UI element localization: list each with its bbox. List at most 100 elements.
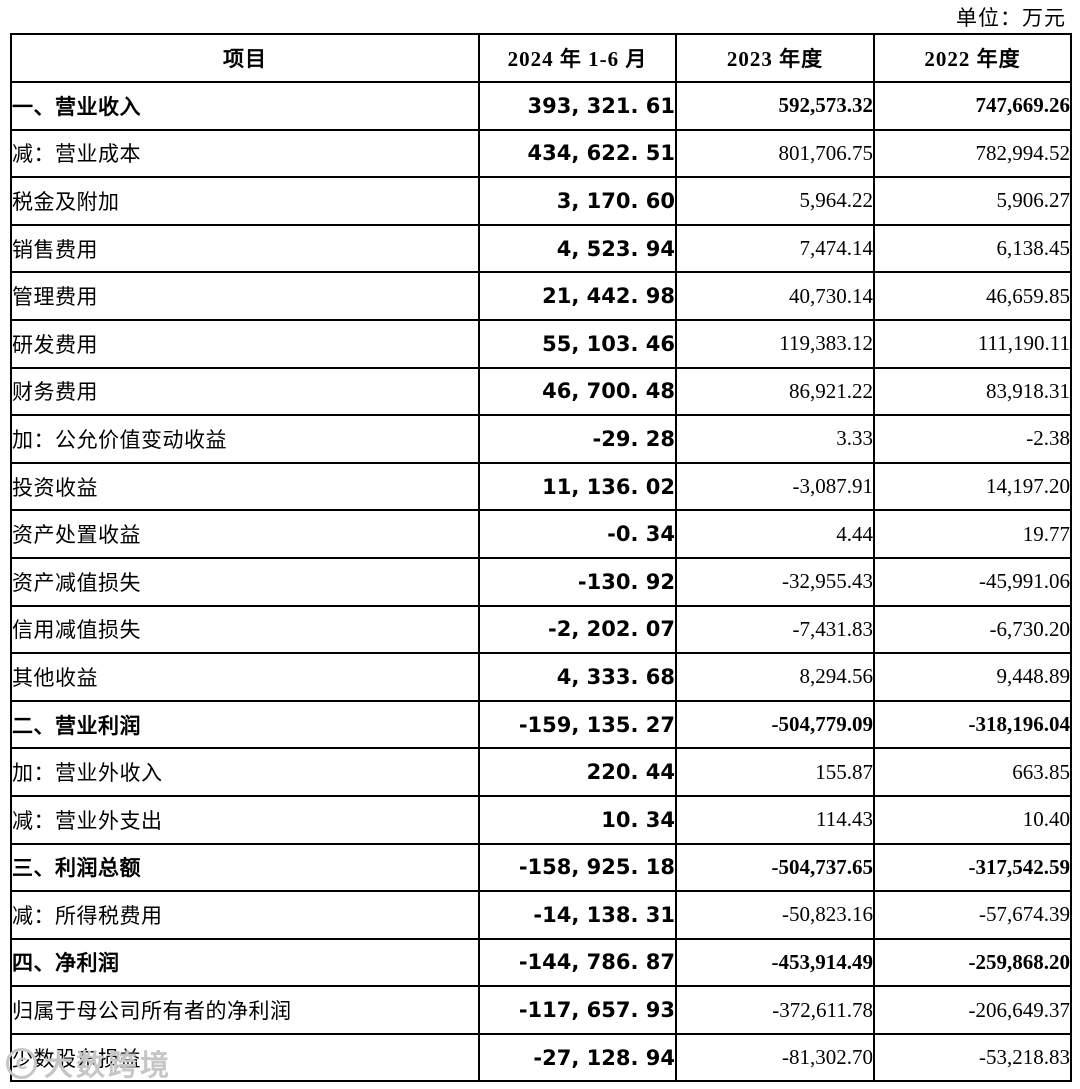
- header-item-column: 项目: [10, 33, 480, 83]
- row-value-2024: -117, 657. 93: [478, 985, 677, 1035]
- row-value-2022: 46,659.85: [873, 271, 1072, 321]
- row-value-2024: -158, 925. 18: [478, 842, 677, 893]
- row-value-2024: -130. 92: [478, 556, 677, 607]
- row-label: 加：营业外收入: [10, 747, 480, 797]
- row-value-2024: -14, 138. 31: [478, 890, 677, 940]
- row-label: 其他收益: [10, 652, 480, 702]
- row-value-2022: 9,448.89: [873, 652, 1072, 702]
- row-value-2022: -2.38: [873, 414, 1072, 464]
- row-value-2023: 3.33: [675, 414, 875, 464]
- row-value-2024: 3, 170. 60: [478, 176, 677, 226]
- row-label: 减：营业外支出: [10, 794, 480, 845]
- row-value-2023: 8,294.56: [675, 652, 875, 702]
- header-period-2024: 2024 年 1-6 月: [478, 33, 677, 83]
- row-value-2023: 4.44: [675, 509, 875, 559]
- table-row: 减：所得税费用 -14, 138. 31 -50,823.16 -57,674.…: [10, 890, 1072, 940]
- row-value-2023: 155.87: [675, 747, 875, 797]
- row-value-2024: -2, 202. 07: [478, 604, 677, 655]
- table-row: 投资收益 11, 136. 02 -3,087.91 14,197.20: [10, 461, 1072, 512]
- row-value-2024: 393, 321. 61: [478, 81, 677, 131]
- row-value-2023: 119,383.12: [675, 318, 875, 369]
- row-value-2022: 5,906.27: [873, 176, 1072, 226]
- row-value-2022: 19.77: [873, 509, 1072, 559]
- row-value-2023: -7,431.83: [675, 604, 875, 655]
- row-value-2022: -317,542.59: [873, 842, 1072, 893]
- row-value-2022: -259,868.20: [873, 937, 1072, 988]
- table-row: 研发费用 55, 103. 46 119,383.12 111,190.11: [10, 318, 1072, 369]
- row-value-2023: -453,914.49: [675, 937, 875, 988]
- row-value-2024: 220. 44: [478, 747, 677, 797]
- table-row: 减：营业外支出 10. 34 114.43 10.40: [10, 794, 1072, 845]
- income-statement-table: 项目 2024 年 1-6 月 2023 年度 2022 年度 一、营业收入 3…: [10, 33, 1072, 1083]
- row-value-2024: 4, 333. 68: [478, 652, 677, 702]
- row-label: 一、营业收入: [10, 81, 480, 131]
- row-label: 加：公允价值变动收益: [10, 414, 480, 464]
- table-row: 其他收益 4, 333. 68 8,294.56 9,448.89: [10, 652, 1072, 702]
- row-label: 四、净利润: [10, 937, 480, 988]
- row-value-2023: -504,779.09: [675, 699, 875, 750]
- row-value-2023: 801,706.75: [675, 128, 875, 179]
- row-label: 归属于母公司所有者的净利润: [10, 985, 480, 1035]
- row-value-2023: -372,611.78: [675, 985, 875, 1035]
- row-label: 少数股东损益: [10, 1032, 480, 1083]
- row-value-2022: 663.85: [873, 747, 1072, 797]
- row-label: 减：所得税费用: [10, 890, 480, 940]
- row-value-2023: 5,964.22: [675, 176, 875, 226]
- table-row: 加：公允价值变动收益 -29. 28 3.33 -2.38: [10, 414, 1072, 464]
- row-value-2024: 55, 103. 46: [478, 318, 677, 369]
- row-label: 财务费用: [10, 366, 480, 417]
- table-row: 一、营业收入 393, 321. 61 592,573.32 747,669.2…: [10, 81, 1072, 131]
- row-value-2022: 747,669.26: [873, 81, 1072, 131]
- row-value-2024: -144, 786. 87: [478, 937, 677, 988]
- row-value-2024: 11, 136. 02: [478, 461, 677, 512]
- row-value-2023: -81,302.70: [675, 1032, 875, 1083]
- row-label: 税金及附加: [10, 176, 480, 226]
- row-value-2023: 592,573.32: [675, 81, 875, 131]
- row-value-2022: -53,218.83: [873, 1032, 1072, 1083]
- header-period-2023: 2023 年度: [675, 33, 875, 83]
- row-label: 投资收益: [10, 461, 480, 512]
- row-value-2022: 83,918.31: [873, 366, 1072, 417]
- row-value-2024: 4, 523. 94: [478, 223, 677, 274]
- row-value-2022: -6,730.20: [873, 604, 1072, 655]
- row-value-2022: 782,994.52: [873, 128, 1072, 179]
- table-row: 二、营业利润 -159, 135. 27 -504,779.09 -318,19…: [10, 699, 1072, 750]
- row-value-2024: 46, 700. 48: [478, 366, 677, 417]
- row-value-2023: 40,730.14: [675, 271, 875, 321]
- row-label: 资产处置收益: [10, 509, 480, 559]
- row-value-2023: -32,955.43: [675, 556, 875, 607]
- row-value-2022: -318,196.04: [873, 699, 1072, 750]
- row-label: 研发费用: [10, 318, 480, 369]
- table-row: 少数股东损益 -27, 128. 94 -81,302.70 -53,218.8…: [10, 1032, 1072, 1083]
- table-row: 减：营业成本 434, 622. 51 801,706.75 782,994.5…: [10, 128, 1072, 179]
- row-value-2023: -504,737.65: [675, 842, 875, 893]
- table-row: 管理费用 21, 442. 98 40,730.14 46,659.85: [10, 271, 1072, 321]
- row-value-2022: 6,138.45: [873, 223, 1072, 274]
- table-row: 销售费用 4, 523. 94 7,474.14 6,138.45: [10, 223, 1072, 274]
- table-row: 四、净利润 -144, 786. 87 -453,914.49 -259,868…: [10, 937, 1072, 988]
- row-label: 信用减值损失: [10, 604, 480, 655]
- row-value-2023: -3,087.91: [675, 461, 875, 512]
- row-label: 销售费用: [10, 223, 480, 274]
- table-row: 加：营业外收入 220. 44 155.87 663.85: [10, 747, 1072, 797]
- row-value-2023: 114.43: [675, 794, 875, 845]
- row-value-2022: -57,674.39: [873, 890, 1072, 940]
- row-value-2024: 21, 442. 98: [478, 271, 677, 321]
- row-value-2024: -29. 28: [478, 414, 677, 464]
- row-label: 二、营业利润: [10, 699, 480, 750]
- table-header-row: 项目 2024 年 1-6 月 2023 年度 2022 年度: [10, 33, 1072, 83]
- table-row: 税金及附加 3, 170. 60 5,964.22 5,906.27: [10, 176, 1072, 226]
- row-value-2024: -0. 34: [478, 509, 677, 559]
- row-value-2022: 10.40: [873, 794, 1072, 845]
- table-row: 信用减值损失 -2, 202. 07 -7,431.83 -6,730.20: [10, 604, 1072, 655]
- row-value-2023: 86,921.22: [675, 366, 875, 417]
- row-value-2024: -27, 128. 94: [478, 1032, 677, 1083]
- table-row: 归属于母公司所有者的净利润 -117, 657. 93 -372,611.78 …: [10, 985, 1072, 1035]
- table-row: 财务费用 46, 700. 48 86,921.22 83,918.31: [10, 366, 1072, 417]
- row-value-2022: -206,649.37: [873, 985, 1072, 1035]
- row-value-2022: -45,991.06: [873, 556, 1072, 607]
- row-value-2024: 434, 622. 51: [478, 128, 677, 179]
- row-value-2022: 14,197.20: [873, 461, 1072, 512]
- row-value-2023: 7,474.14: [675, 223, 875, 274]
